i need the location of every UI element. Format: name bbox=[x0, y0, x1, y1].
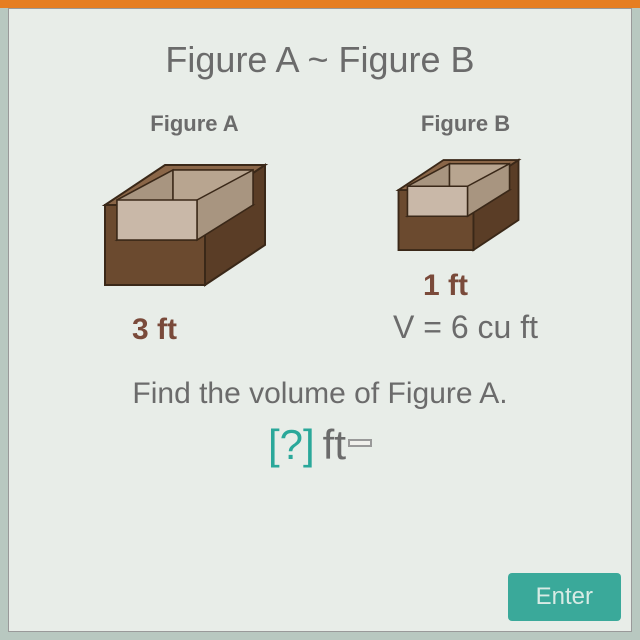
figure-b-volume: V = 6 cu ft bbox=[393, 309, 538, 346]
figure-a-label: Figure A bbox=[150, 111, 238, 137]
figure-b-label: Figure B bbox=[421, 111, 510, 137]
figure-a-box-icon bbox=[95, 145, 295, 305]
enter-button[interactable]: Enter bbox=[508, 573, 621, 621]
answer-unit: ft bbox=[323, 421, 346, 469]
exponent-input[interactable] bbox=[348, 439, 372, 447]
answer-input[interactable]: [?] bbox=[268, 421, 315, 469]
figure-b-box-icon bbox=[386, 145, 546, 265]
figure-a-block: Figure A 3 ft bbox=[95, 111, 295, 347]
page-title: Figure A ~ Figure B bbox=[165, 39, 474, 81]
figures-row: Figure A 3 ft Figure B bbox=[9, 111, 631, 347]
figure-b-dimension: 1 ft bbox=[423, 269, 468, 303]
answer-row: [?] ft bbox=[268, 421, 372, 469]
accent-bar bbox=[0, 0, 640, 8]
content-panel: Figure A ~ Figure B Figure A 3 ft Figure… bbox=[8, 8, 632, 632]
question-prompt: Find the volume of Figure A. bbox=[132, 377, 507, 411]
figure-b-block: Figure B 1 ft V = 6 cu ft bbox=[386, 111, 546, 347]
figure-a-dimension: 3 ft bbox=[132, 313, 177, 347]
